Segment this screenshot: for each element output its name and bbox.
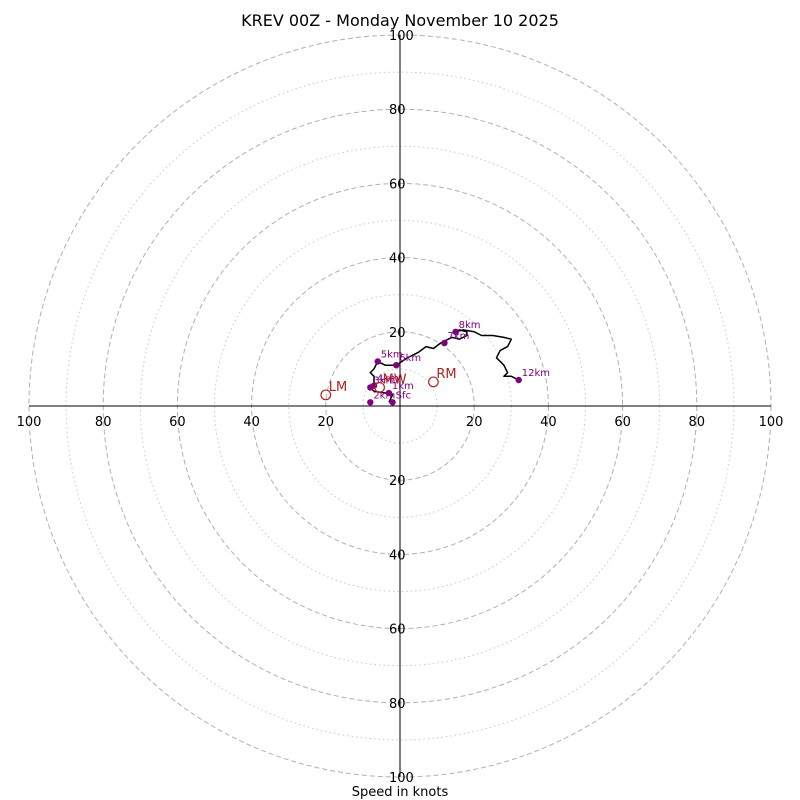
storm-motion-label-MW: MW [383,372,407,387]
x-tick-label: 80 [95,415,112,430]
x-tick-label: 60 [614,415,631,430]
x-tick-label: 20 [318,415,335,430]
y-tick-label: 20 [389,474,406,489]
height-label-12km: 12km [522,368,550,379]
y-tick-label: 60 [389,623,406,638]
y-tick-label: 20 [389,326,406,341]
x-tick-label: 40 [540,415,557,430]
chart-title: KREV 00Z - Monday November 10 2025 [241,11,559,30]
x-tick-label: 100 [17,415,42,430]
height-marker-6km [393,361,400,369]
height-label-6km: 6km [399,353,421,364]
height-marker-2km [367,399,374,406]
x-tick-label: 60 [169,415,186,430]
x-tick-label: 80 [689,415,706,430]
y-tick-label: 80 [389,697,406,712]
height-marker-7km [441,339,448,347]
height-label-4km: 4km [377,374,399,385]
x-tick-label: 40 [243,415,260,430]
storm-motion-MW [374,382,385,393]
height-label-1km: 1km [392,381,414,392]
axes [29,35,771,777]
storm-motion-label-RM: RM [436,367,456,382]
storm-motion-RM [427,376,439,388]
height-label-8km: 8km [459,320,481,331]
height-marker-8km [452,328,459,335]
wind-profile [369,329,520,403]
height-marker-12km [515,376,522,384]
height-label-Sfc: Sfc [396,390,411,401]
x-axis-label: Speed in knots [352,785,449,800]
storm-motion-markers: LM MW RM [320,367,457,401]
height-label-3km: 3km [373,375,395,386]
height-marker-5km [374,358,381,365]
profile-line [369,329,520,403]
y-tick-label: 100 [389,771,414,786]
y-tick-label: 40 [389,252,406,267]
y-tick-label: 40 [389,548,406,563]
x-tick-label: 20 [466,415,483,430]
y-tick-label: 100 [389,29,414,44]
height-label-5km: 5km [381,349,403,360]
height-marker-Sfc [389,399,396,406]
storm-motion-LM [320,389,332,401]
tick-labels: 100 80 60 40 20 20 40 60 80 100 100 80 60 40 20 20 40 60 8… [17,29,784,786]
height-label-2km: 2km [373,390,395,401]
storm-motion-label-LM: LM [329,380,347,395]
x-tick-label: 100 [759,415,784,430]
height-label-7km: 7km [448,331,470,342]
y-tick-label: 80 [389,103,406,118]
y-tick-label: 60 [389,177,406,192]
height-marker-1km [385,389,393,397]
